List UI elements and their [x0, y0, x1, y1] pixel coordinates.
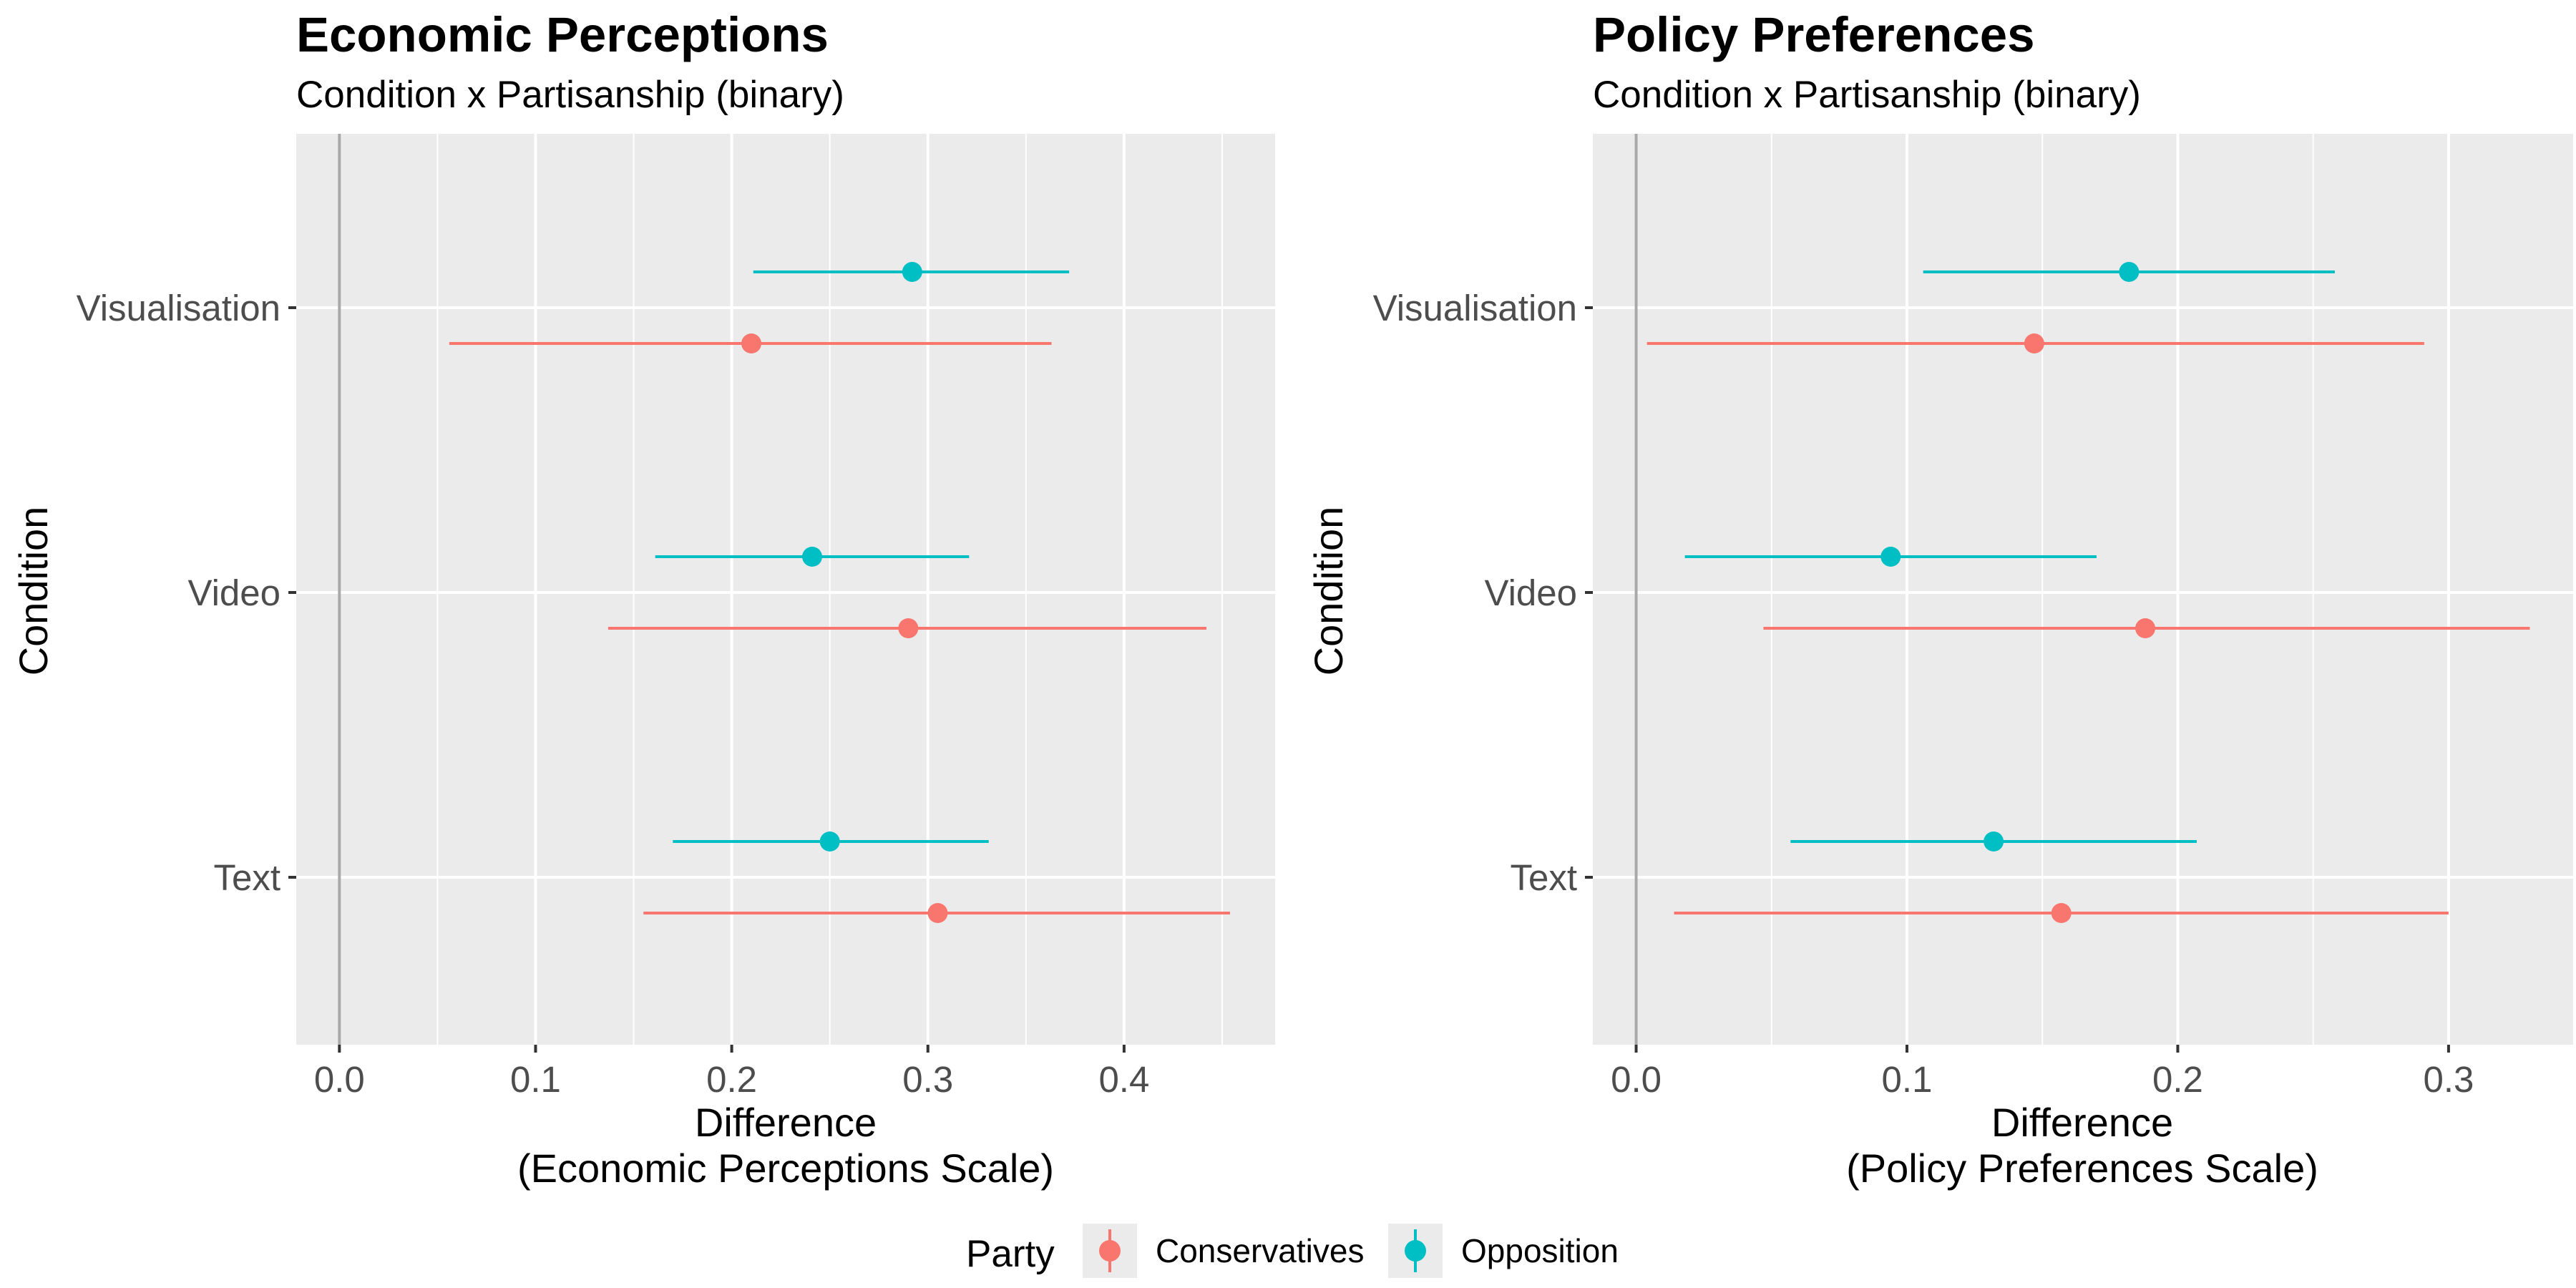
point-estimate — [1880, 547, 1901, 567]
gridlines — [296, 134, 1275, 1045]
point-estimate — [741, 333, 762, 353]
y-tick-label: Text — [213, 857, 280, 898]
y-tick-label: Visualisation — [77, 288, 280, 328]
y-tick-label: Visualisation — [1373, 288, 1577, 328]
x-tick-label: 0.1 — [1882, 1059, 1933, 1100]
point-estimate — [898, 618, 919, 638]
point-estimate — [2135, 618, 2156, 638]
x-axis: 0.0 0.1 0.2 0.3 — [1611, 1045, 2474, 1100]
x-tick-label: 0.3 — [2423, 1059, 2474, 1100]
x-tick-label: 0.1 — [510, 1059, 561, 1100]
x-axis: 0.0 0.1 0.2 0.3 0.4 — [314, 1045, 1149, 1100]
point-estimate — [2119, 262, 2140, 282]
legend-key-point — [1405, 1240, 1426, 1262]
x-tick-label: 0.4 — [1098, 1059, 1149, 1100]
x-axis-label: Difference — [695, 1100, 877, 1145]
y-axis-label: Condition — [1306, 507, 1351, 676]
chart-subtitle: Condition x Partisanship (binary) — [1593, 74, 2141, 116]
y-axis: Visualisation Video Text — [1373, 288, 1593, 898]
x-tick-label: 0.3 — [902, 1059, 953, 1100]
x-axis-label-sub: (Policy Preferences Scale) — [1846, 1146, 2318, 1191]
y-axis: Visualisation Video Text — [77, 288, 296, 898]
x-axis-label: Difference — [1991, 1100, 2173, 1145]
legend-label: Conservatives — [1156, 1232, 1364, 1269]
point-estimate — [2051, 903, 2072, 923]
y-tick-label: Text — [1510, 857, 1577, 898]
y-axis-label: Condition — [11, 507, 56, 676]
panel-economic-perceptions: Economic Perceptions Condition x Partisa… — [11, 7, 1275, 1191]
legend-item-opposition: Opposition — [1388, 1224, 1619, 1278]
legend: Party Conservatives Opposition — [966, 1224, 1619, 1278]
y-tick-label: Video — [187, 572, 280, 613]
panel-policy-preferences: Policy Preferences Condition x Partisans… — [1306, 7, 2573, 1191]
chart-subtitle: Condition x Partisanship (binary) — [296, 74, 844, 116]
legend-label: Opposition — [1461, 1232, 1619, 1269]
point-estimate — [902, 262, 922, 282]
x-axis-label-sub: (Economic Perceptions Scale) — [517, 1146, 1054, 1191]
data-marks — [449, 262, 1230, 923]
legend-item-conservatives: Conservatives — [1083, 1224, 1364, 1278]
chart-title: Policy Preferences — [1593, 7, 2035, 62]
x-tick-label: 0.0 — [1611, 1059, 1662, 1100]
x-tick-label: 0.0 — [314, 1059, 365, 1100]
x-tick-label: 0.2 — [2152, 1059, 2203, 1100]
data-marks — [1646, 262, 2530, 923]
point-estimate — [1984, 831, 2004, 852]
point-estimate — [927, 903, 948, 923]
gridlines — [1593, 134, 2573, 1045]
point-estimate — [819, 831, 840, 852]
legend-title: Party — [966, 1233, 1055, 1275]
plot-background — [1593, 134, 2573, 1045]
point-estimate — [2024, 333, 2044, 353]
point-estimate — [802, 547, 823, 567]
legend-key-point — [1099, 1240, 1121, 1262]
plot-background — [296, 134, 1275, 1045]
chart-title: Economic Perceptions — [296, 7, 829, 62]
x-tick-label: 0.2 — [706, 1059, 757, 1100]
y-tick-label: Video — [1484, 572, 1577, 613]
